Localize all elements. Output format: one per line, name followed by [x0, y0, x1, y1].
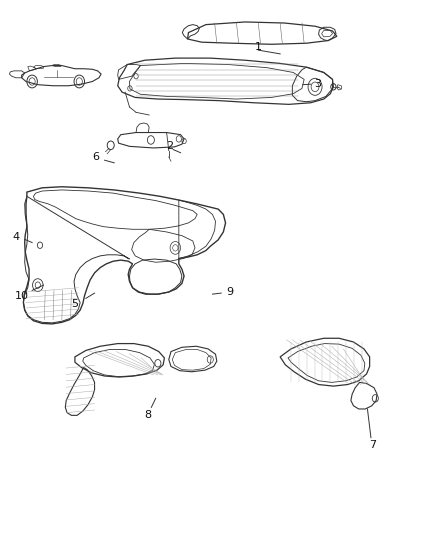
Text: 9: 9 [226, 287, 233, 297]
Text: 1: 1 [255, 42, 262, 52]
Text: 10: 10 [14, 290, 28, 301]
Text: 8: 8 [145, 410, 152, 421]
Text: 5: 5 [71, 298, 78, 309]
Text: 3: 3 [314, 79, 321, 89]
Text: 6: 6 [92, 152, 99, 162]
Text: 2: 2 [166, 141, 173, 151]
Text: 4: 4 [13, 232, 20, 243]
Text: 7: 7 [369, 440, 376, 450]
